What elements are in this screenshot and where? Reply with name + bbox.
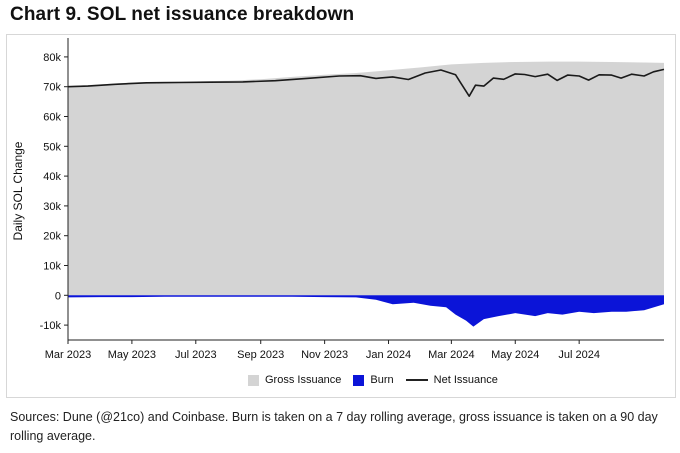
legend-item-gross-issuance: Gross Issuance (248, 374, 341, 386)
chart-svg: 80k 70k 60k 50k 40k 30k 20k 10k 0 -10k Mar 2023 May… (11, 38, 665, 361)
y-tick-label: 0 (55, 290, 61, 302)
y-tick-label: 80k (43, 52, 61, 64)
net-issuance-line (67, 68, 665, 97)
legend-label-burn: Burn (370, 374, 394, 386)
x-tick-label: Jan 2024 (366, 349, 411, 361)
legend-label-gross-issuance: Gross Issuance (265, 374, 342, 386)
chart-legend: Gross Issuance Burn Net Issuance (248, 374, 510, 386)
y-tick-label: 10k (43, 261, 61, 273)
legend-swatch-burn (353, 374, 365, 386)
y-tick-label: 40k (43, 171, 61, 183)
x-tick-label: Jul 2023 (175, 349, 217, 361)
legend-swatch-gross-issuance (248, 374, 259, 386)
x-tick-label: Nov 2023 (301, 349, 348, 361)
x-tick-label: Mar 2023 (45, 349, 91, 361)
x-tick-label: Sep 2023 (237, 349, 284, 361)
y-tick-label: 30k (43, 201, 61, 213)
burn-area (68, 295, 664, 327)
legend-label-net-issuance: Net Issuance (433, 374, 498, 386)
y-axis-title: Daily SOL Change (11, 141, 25, 240)
y-tick-label: 60k (43, 112, 61, 124)
chart-title: Chart 9. SOL net issuance breakdown (10, 4, 355, 25)
x-tick-label: Jul 2024 (558, 349, 600, 361)
x-tick-label: May 2023 (108, 349, 156, 361)
y-tick-label: -10k (40, 320, 62, 332)
legend-item-net-issuance: Net Issuance (405, 374, 498, 386)
x-tick-label: May 2024 (491, 349, 539, 361)
legend-item-burn: Burn (353, 374, 394, 386)
gross-issuance-area (68, 61, 664, 296)
y-tick-label: 50k (43, 141, 61, 153)
y-tick-label: 70k (43, 82, 61, 94)
y-tick-label: 20k (43, 231, 61, 243)
x-tick-label: Mar 2024 (428, 349, 474, 361)
legend-swatch-net-issuance (405, 379, 428, 381)
source-note: Sources: Dune (@21co) and Coinbase. Burn… (10, 410, 658, 443)
